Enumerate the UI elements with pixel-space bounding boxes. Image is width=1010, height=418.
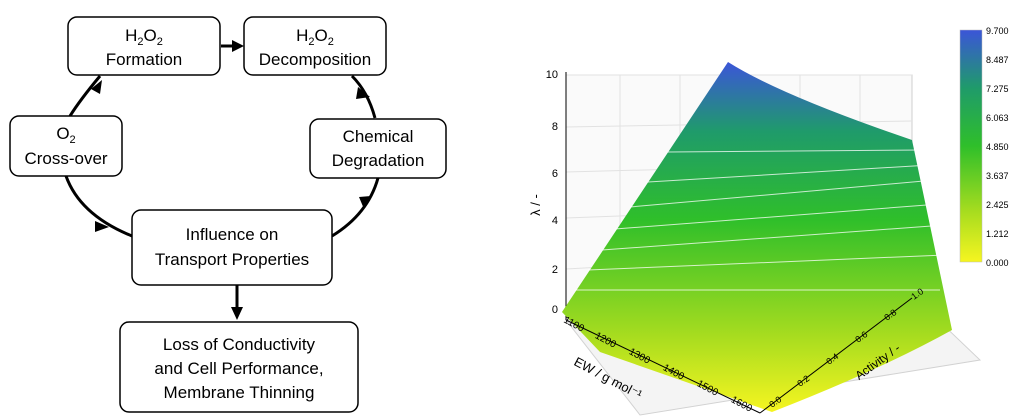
z-tick-2: 2	[552, 264, 558, 276]
colorbar-tick-3637: 3.637	[986, 171, 1009, 181]
node-h2o2-formation-line1: H2O2	[125, 26, 163, 48]
colorbar-tick-4850: 4.850	[986, 142, 1009, 152]
arrow-head-left-top	[91, 80, 102, 94]
arrow-influence-to-loss-head	[231, 307, 243, 320]
y-axis-line	[759, 297, 913, 414]
node-o2-crossover: O2 Cross-over	[9, 115, 123, 177]
node-loss-conductivity: Loss of Conductivity and Cell Performanc…	[119, 321, 359, 413]
colorbar-tick-0000: 0.000	[986, 258, 1009, 268]
surface	[562, 62, 952, 412]
arrow-head-left-bottom	[95, 221, 109, 232]
surface-contour-lines	[575, 149, 946, 291]
z-tick-0: 0	[552, 304, 558, 316]
node-influence-transport: Influence on Transport Properties	[131, 209, 333, 286]
node-h2o2-decomposition: H2O2 Decomposition	[243, 16, 387, 76]
z-tick-4: 4	[552, 215, 558, 227]
node-loss-line1: Loss of Conductivity	[163, 335, 316, 354]
node-loss-line3: Membrane Thinning	[164, 383, 315, 402]
node-h2o2-decomposition-line2: Decomposition	[259, 50, 371, 69]
node-influence-line2: Transport Properties	[155, 250, 309, 269]
cycle-arc-crossover-to-influence	[64, 175, 133, 238]
node-chemical-degradation: Chemical Degradation	[309, 118, 447, 179]
colorbar-tick-1212: 1.212	[986, 229, 1009, 239]
node-h2o2-formation: H2O2 Formation	[67, 16, 221, 76]
colorbar-tick-7275: 7.275	[986, 84, 1009, 94]
node-h2o2-formation-line2: Formation	[106, 50, 183, 69]
arrow-formation-to-decomposition-head	[232, 40, 244, 52]
x-axis-line	[565, 319, 761, 414]
z-axis-label: λ / -	[528, 194, 543, 216]
cycle-arc-formation-to-crossover	[68, 75, 102, 117]
colorbar: 9.700 8.487 7.275 6.063 4.850 3.637 2.42…	[959, 26, 1009, 268]
z-axis-ticks: 0 2 4 6 8 10	[546, 69, 558, 316]
node-o2-crossover-line1: O2	[56, 124, 75, 146]
node-influence-line1: Influence on	[186, 225, 279, 244]
arrow-head-right-top	[356, 87, 370, 99]
cycle-arc-chemical-to-influence	[331, 177, 380, 238]
colorbar-tick-2425: 2.425	[986, 200, 1009, 210]
node-chemical-degradation-line1: Chemical	[343, 127, 414, 146]
node-chemical-degradation-line2: Degradation	[332, 151, 425, 170]
colorbar-tick-9700: 9.700	[986, 26, 1009, 36]
colorbar-ticks: 9.700 8.487 7.275 6.063 4.850 3.637 2.42…	[986, 26, 1009, 268]
z-tick-8: 8	[552, 121, 558, 133]
z-tick-6: 6	[552, 168, 558, 180]
colorbar-tick-8487: 8.487	[986, 55, 1009, 65]
colorbar-tick-6063: 6.063	[986, 113, 1009, 123]
node-o2-crossover-line2: Cross-over	[24, 149, 107, 168]
arrow-head-right-bottom	[359, 196, 371, 209]
node-loss-line2: and Cell Performance,	[154, 359, 323, 378]
colorbar-gradient	[959, 29, 983, 263]
surface-plot: 0 2 4 6 8 10 λ / - 1100 1200 1300 1400 1…	[528, 26, 1009, 416]
cycle-diagram: H2O2 Formation H2O2 Decomposition Chemic…	[9, 16, 447, 413]
z-tick-10: 10	[546, 69, 558, 81]
node-h2o2-decomposition-line1: H2O2	[296, 26, 334, 48]
